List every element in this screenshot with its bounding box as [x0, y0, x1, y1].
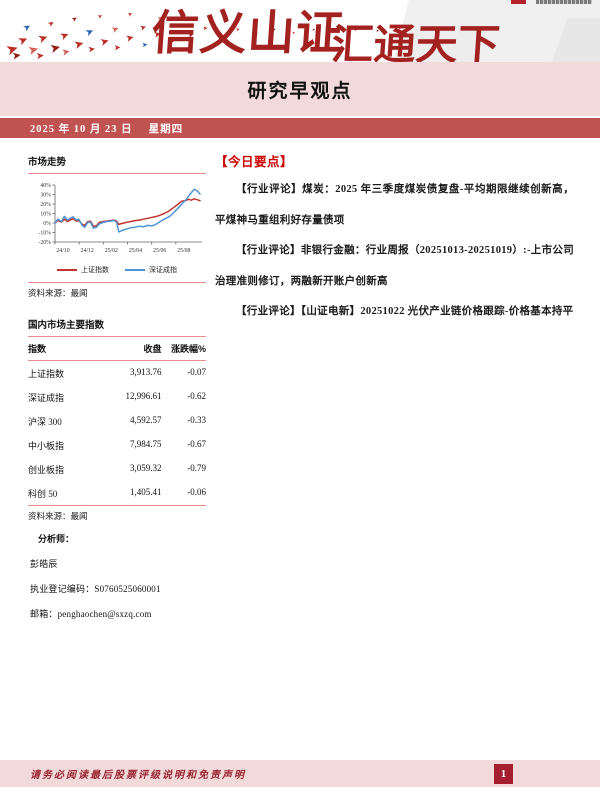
date-bar: 2025 年 10 月 23 日 星期四 — [0, 118, 600, 138]
report-weekday: 星期四 — [148, 123, 184, 135]
svg-text:25/04: 25/04 — [129, 248, 142, 254]
brand-calligraphy-left: 信义山证 — [149, 8, 346, 60]
legend-item: 深证成指 — [125, 265, 177, 275]
table-row: 上证指数 3,913.76 -0.07 — [28, 361, 206, 385]
content: 市场走势 40% 30% 20% 10% 0% -10% -20% 24/10 24/12 25/… — [0, 138, 600, 758]
legend-label: 上证指数 — [81, 266, 109, 274]
brand-calligraphy-right: 汇通天下 — [330, 23, 502, 62]
svg-text:25/08: 25/08 — [177, 248, 190, 254]
legend-label: 深证成指 — [149, 266, 177, 274]
highlight-item: 【行业评论】非银行金融：行业周报（20251013-20251019）:-上市公… — [215, 245, 574, 287]
table-row: 中小板指 7,984.75 -0.67 — [28, 433, 206, 457]
indices-table-header: 指数 收盘 涨跌幅% — [28, 337, 206, 361]
index-change: -0.07 — [187, 366, 206, 377]
table-row: 沪深 300 4,592.57 -0.33 — [28, 409, 206, 433]
table-row: 创业板指 3,059.32 -0.79 — [28, 457, 206, 481]
index-close: 4,592.57 — [129, 414, 162, 425]
footer: 请务必阅读最后股票评级说明和免责声明 1 — [0, 760, 600, 787]
svg-text:20%: 20% — [40, 202, 51, 208]
index-close: 3,913.76 — [129, 366, 162, 377]
analyst-email: 邮箱：penghaochen@sxzq.com — [30, 609, 152, 619]
index-close: 1,405.41 — [129, 486, 162, 497]
publisher-logo-mark-icon — [511, 0, 526, 4]
index-close: 12,996.61 — [125, 390, 162, 401]
analyst-name: 彭皓辰 — [30, 559, 58, 569]
highlights-list: 【行业评论】煤炭：2025 年三季度煤炭债复盘-平均期限继续创新高，平煤神马重组… — [215, 175, 574, 328]
index-name: 上证指数 — [28, 368, 65, 379]
legend-swatch — [125, 269, 145, 271]
highlights-title: 【今日要点】 — [215, 155, 294, 169]
index-change: -0.62 — [187, 390, 206, 401]
index-name: 中小板指 — [28, 440, 65, 451]
svg-text:-20%: -20% — [38, 240, 51, 246]
column-header-index: 指数 — [28, 344, 47, 354]
highlights-section: 【今日要点】 【行业评论】煤炭：2025 年三季度煤炭债复盘-平均期限继续创新高… — [215, 138, 600, 758]
svg-text:40%: 40% — [40, 183, 51, 189]
indices-title: 国内市场主要指数 — [28, 317, 206, 337]
disclaimer-text: 请务必阅读最后股票评级说明和免责声明 — [30, 770, 246, 781]
indices-table-body: 上证指数 3,913.76 -0.07 深证成指 12,996.61 -0.62 沪深 30… — [28, 361, 206, 505]
analyst-section: 分析师： 彭皓辰 执业登记编码：S0760525060001 邮箱：pengha… — [28, 532, 206, 620]
index-change: -0.67 — [187, 438, 206, 449]
table-row: 深证成指 12,996.61 -0.62 — [28, 385, 206, 409]
publisher-logo-text-fragment — [536, 0, 592, 4]
indices-source: 资料来源：最闻 — [28, 505, 206, 522]
table-row: 科创 50 1,405.41 -0.06 — [28, 481, 206, 505]
index-close: 3,059.32 — [129, 462, 162, 473]
legend-swatch — [57, 269, 77, 271]
highlight-item: 【行业评论】煤炭：2025 年三季度煤炭债复盘-平均期限继续创新高，平煤神马重组… — [215, 184, 574, 226]
index-name: 深证成指 — [28, 392, 65, 403]
svg-text:24/10: 24/10 — [56, 248, 69, 254]
index-name: 沪深 300 — [28, 416, 62, 427]
svg-text:0%: 0% — [43, 221, 51, 227]
svg-text:-10%: -10% — [38, 231, 51, 237]
index-name: 科创 50 — [28, 488, 58, 499]
svg-text:10%: 10% — [40, 212, 51, 218]
indices-section: 国内市场主要指数 指数 收盘 涨跌幅% 上证指数 3,913.76 -0.07 深证成… — [28, 317, 206, 522]
page-number: 1 — [494, 763, 513, 784]
legend-item: 上证指数 — [57, 265, 109, 275]
banner: ➤ ➤ ➤ ➤ ➤ ➤ ➤ ➤ ➤ ➤ ➤ ➤ ➤ ➤ ➤ ➤ ➤ ➤ ➤ ➤ ➤ ➤ ➤ ➤ ➤ ➤ ➤ ➤ ➤ ➤ ➤ ➤ ➤ ➤ ➤ ➤ ➤ ➤ ➤ ➤… — [0, 0, 600, 62]
report-date: 2025 年 10 月 23 日 — [30, 123, 133, 135]
report-title: 研究早观点 — [247, 80, 353, 102]
svg-text:30%: 30% — [40, 193, 51, 199]
column-header-change: 涨跌幅% — [170, 344, 206, 354]
chart-source: 资料来源：最闻 — [28, 282, 206, 299]
index-name: 创业板指 — [28, 464, 65, 475]
brand-calligraphy: 信义山证 汇通天下 — [0, 0, 600, 62]
market-trend-title: 市场走势 — [28, 154, 206, 174]
chart-legend: 上证指数 深证成指 — [28, 265, 206, 275]
market-trend-chart: 40% 30% 20% 10% 0% -10% -20% 24/10 24/12 25/02 25/… — [38, 183, 202, 254]
analyst-label: 分析师： — [38, 534, 75, 544]
index-change: -0.06 — [187, 486, 206, 497]
svg-text:24/12: 24/12 — [81, 248, 94, 254]
analyst-license: 执业登记编码：S0760525060001 — [30, 584, 161, 594]
svg-text:25/06: 25/06 — [153, 248, 166, 254]
index-change: -0.79 — [187, 462, 206, 473]
column-header-close: 收盘 — [143, 344, 162, 354]
highlight-item: 【行业评论】【山证电新】20251022 光伏产业链价格跟踪-价格基本持平 — [236, 306, 574, 317]
report-title-band: 研究早观点 — [0, 62, 600, 116]
index-close: 7,984.75 — [129, 438, 162, 449]
index-change: -0.33 — [187, 414, 206, 425]
svg-text:25/02: 25/02 — [105, 248, 118, 254]
market-trend-section: 市场走势 40% 30% 20% 10% 0% -10% -20% 24/10 24/12 25/… — [28, 154, 206, 299]
left-sidebar: 市场走势 40% 30% 20% 10% 0% -10% -20% 24/10 24/12 25/… — [28, 138, 206, 758]
